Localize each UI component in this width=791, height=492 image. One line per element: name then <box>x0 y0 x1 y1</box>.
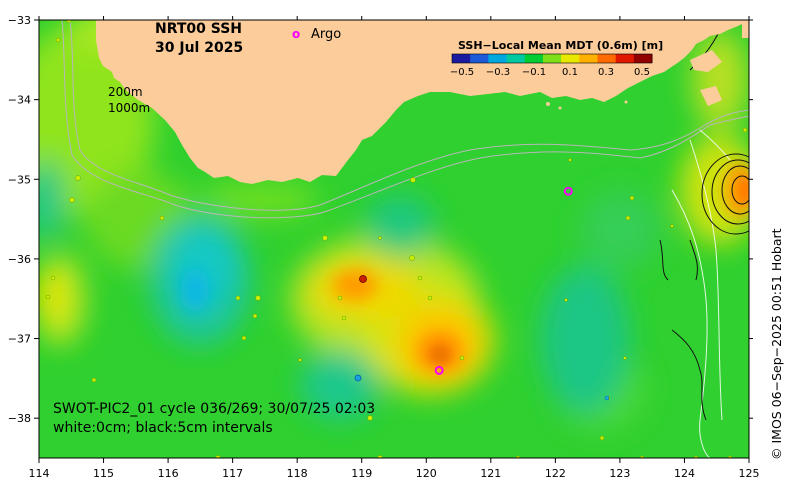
x-tick-label: 125 <box>739 467 760 480</box>
y-tick-label: −37 <box>8 333 31 346</box>
ssh-field <box>39 20 749 458</box>
product-date: 30 Jul 2025 <box>155 40 243 56</box>
argo-float-marker <box>563 186 573 196</box>
colorbar-cell <box>524 54 544 63</box>
y-tick-label: −33 <box>8 14 31 27</box>
colorbar: SSH−Local Mean MDT (0.6m) [m] −0.5 −0.3 −0… <box>450 39 663 78</box>
x-tick-label: 121 <box>480 467 501 480</box>
x-tick-label: 120 <box>416 467 437 480</box>
colorbar-cell <box>470 54 489 63</box>
product-title: NRT00 SSH <box>155 21 242 37</box>
contour-info: white:0cm; black:5cm intervals <box>53 420 273 436</box>
x-axis: 114 115 116 117 118 119 120 121 122 123 124 125 <box>29 16 760 480</box>
y-axis: −33 −34 −35 −36 −37 −38 <box>8 14 753 425</box>
colorbar-title: SSH−Local Mean MDT (0.6m) [m] <box>458 39 663 52</box>
colorbar-cell <box>633 54 653 63</box>
argo-floats <box>434 186 573 375</box>
x-tick-label: 114 <box>29 467 50 480</box>
colorbar-cell <box>615 54 635 63</box>
argo-legend-label: Argo <box>311 27 341 42</box>
swot-pass-info: SWOT-PIC2_01 cycle 036/269; 30/07/25 02:… <box>53 401 375 417</box>
black-contours <box>659 29 749 421</box>
colorbar-cell <box>561 54 580 63</box>
colorbar-tick-label: −0.5 <box>450 67 474 78</box>
colorbar-cell <box>579 54 598 63</box>
colorbar-tick-label: 0.5 <box>634 67 650 78</box>
colorbar-tick-label: −0.1 <box>522 67 546 78</box>
x-tick-label: 117 <box>222 467 243 480</box>
colorbar-tick-label: 0.3 <box>598 67 614 78</box>
coastline-islands <box>546 50 722 110</box>
argo-float-marker <box>434 365 444 375</box>
imos-credit: © IMOS 06−Sep−2025 00:51 Hobart <box>769 228 784 460</box>
colorbar-cell <box>488 54 508 63</box>
colorbar-cell <box>597 54 617 63</box>
x-tick-label: 122 <box>545 467 566 480</box>
colorbar-cell <box>452 54 471 63</box>
isobaths <box>61 20 749 219</box>
isobath-200m-label: 200m <box>108 85 143 99</box>
swot-dots-special <box>354 275 610 401</box>
colorbar-tick-label: −0.3 <box>486 67 510 78</box>
x-tick-label: 116 <box>158 467 179 480</box>
x-tick-label: 118 <box>287 467 308 480</box>
colorbar-cell <box>542 54 562 63</box>
plot-frame <box>38 19 750 459</box>
y-tick-label: −35 <box>8 173 31 186</box>
y-tick-label: −34 <box>8 94 31 107</box>
y-tick-label: −38 <box>8 412 31 425</box>
x-tick-label: 115 <box>93 467 114 480</box>
y-tick-label: −36 <box>8 253 31 266</box>
colorbar-cell <box>506 54 526 63</box>
x-tick-label: 123 <box>609 467 630 480</box>
isobath-1000m-label: 1000m <box>108 101 150 115</box>
x-tick-label: 124 <box>674 467 695 480</box>
zero-contours <box>671 129 731 458</box>
argo-legend-marker: o <box>292 27 300 41</box>
colorbar-tick-label: 0.1 <box>562 67 578 78</box>
x-tick-label: 119 <box>351 467 372 480</box>
